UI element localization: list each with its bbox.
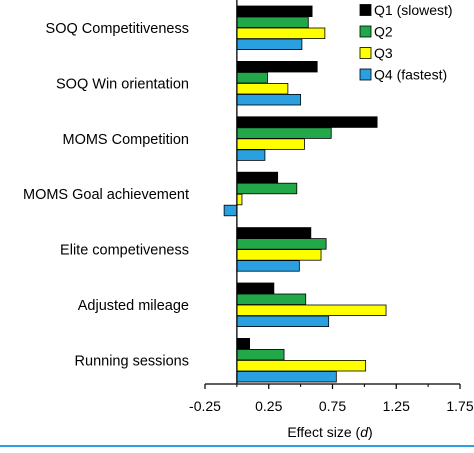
category-label: Elite competiveness [60,243,189,259]
bar-4-series-2 [236,182,298,195]
category-label: MOMS Competition [62,132,189,148]
bars [223,5,387,383]
bar-1-series-3 [236,27,326,40]
category-label: Running sessions [75,353,189,369]
bar-4-series-4 [223,204,238,217]
bar-2-series-4 [236,94,302,106]
x-tick-label: 0.25 [255,398,282,414]
x-axis-title: Effect size (d) [287,424,372,440]
bar-3-series-3 [236,138,305,150]
legend-swatch [359,4,372,16]
legend-swatch [359,68,372,81]
legend-swatch [359,25,372,38]
bar-6-series-3 [236,304,387,317]
category-label: SOQ Win orientation [56,76,189,92]
bar-6-series-4 [236,315,330,328]
x-tick-label: -0.25 [189,398,221,414]
category-labels: SOQ Competitiveness SOQ Win orientation MO… [23,21,189,369]
legend: Q1 (slowest) Q2 Q3 Q4 (fastest) [359,2,453,83]
bar-7-series-1 [236,337,251,350]
bar-4-series-3 [236,193,243,206]
category-label: MOMS Goal achievement [23,187,189,203]
bar-5-series-4 [236,260,300,272]
bar-5-series-2 [236,238,327,250]
bar-1-series-1 [236,5,313,18]
bar-3-series-4 [236,149,266,161]
bar-2-series-1 [236,61,318,73]
bar-2-series-2 [236,72,268,84]
bar-7-series-3 [236,359,367,372]
bar-3-series-2 [236,127,332,139]
bar-6-series-1 [236,282,275,295]
bar-1-series-2 [236,16,309,29]
x-tick-label: 1.75 [446,398,473,414]
bar-7-series-4 [236,370,337,383]
bar-5-series-1 [236,227,312,239]
bar-6-series-2 [236,293,307,306]
legend-label: Q1 (slowest) [374,2,453,18]
legend-label: Q3 [374,45,393,61]
legend-swatch [359,47,372,59]
bar-1-series-4 [236,38,303,51]
x-axis: -0.25 0.25 0.75 1.25 1.75 [189,383,474,414]
category-label: SOQ Competitiveness [46,21,189,37]
x-tick-label: 1.25 [383,398,410,414]
bar-7-series-2 [236,348,285,361]
bar-4-series-1 [236,171,279,184]
legend-label: Q2 [374,24,393,40]
category-label: Adjusted mileage [78,298,189,314]
bar-3-series-1 [236,116,378,128]
x-ticks: -0.25 0.25 0.75 1.25 1.75 [189,384,474,414]
legend-label: Q4 (fastest) [374,67,447,83]
bar-5-series-3 [236,249,322,261]
bar-2-series-3 [236,83,289,95]
x-tick-label: 0.75 [319,398,346,414]
